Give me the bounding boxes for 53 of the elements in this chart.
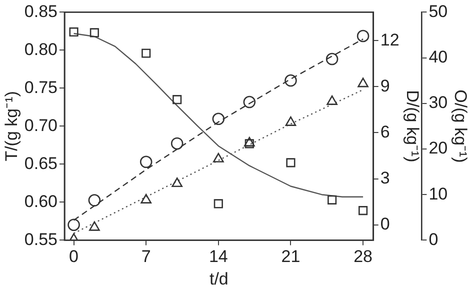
point [285, 116, 296, 126]
point [286, 158, 296, 168]
y2-tick-label: 12 [380, 30, 400, 50]
y-tick-label: 0.85 [24, 2, 58, 21]
y-tick-label: 0.75 [24, 78, 58, 97]
y3-tick-label: 20 [428, 138, 448, 158]
point [69, 27, 78, 36]
x-tick-label: 14 [208, 247, 228, 266]
point [140, 194, 152, 204]
point [213, 152, 224, 162]
y3-tick-label: 0 [428, 230, 438, 249]
point [244, 139, 254, 148]
point [358, 206, 368, 216]
y2-axis-title: D/(g kg⁻¹) [402, 90, 422, 162]
point [326, 52, 338, 66]
point [142, 48, 151, 58]
y2-tick-label: 0 [380, 214, 390, 234]
y-tick-label: 0.70 [24, 116, 58, 135]
point [170, 137, 184, 150]
point [212, 112, 225, 126]
y3-axis-title: O/(g kg⁻¹) [451, 90, 470, 163]
point [89, 221, 100, 231]
y3-tick-label: 50 [428, 2, 448, 21]
x-axis-title: t/d [209, 269, 228, 288]
x-tick-label: 0 [69, 247, 79, 266]
point [356, 30, 370, 42]
point [326, 95, 338, 105]
point [68, 218, 80, 231]
point [284, 74, 297, 87]
y2-tick-label: 3 [380, 168, 390, 188]
y-tick-label: 0.55 [24, 230, 58, 249]
y2-tick-label: 6 [380, 122, 390, 142]
y-tick-label: 0.60 [24, 192, 58, 211]
point [88, 194, 101, 206]
point [140, 156, 152, 168]
y3-tick-label: 30 [428, 93, 448, 112]
y3-tick-label: 40 [428, 47, 448, 66]
point [243, 96, 256, 108]
point [172, 95, 182, 104]
point [244, 136, 255, 146]
y2-tick-label: 9 [380, 76, 390, 96]
y-tick-label: 0.65 [24, 154, 58, 173]
x-tick-label: 7 [141, 247, 151, 266]
y-axis-title: T/(g kg⁻¹) [2, 91, 21, 162]
point [328, 195, 337, 204]
x-tick-label: 28 [354, 247, 373, 266]
x-tick-label: 21 [281, 247, 300, 266]
y-tick-label: 0.80 [24, 40, 58, 59]
point [358, 78, 368, 88]
point [90, 28, 99, 38]
point [214, 199, 223, 208]
point [172, 178, 183, 188]
y3-tick-label: 10 [428, 184, 448, 204]
